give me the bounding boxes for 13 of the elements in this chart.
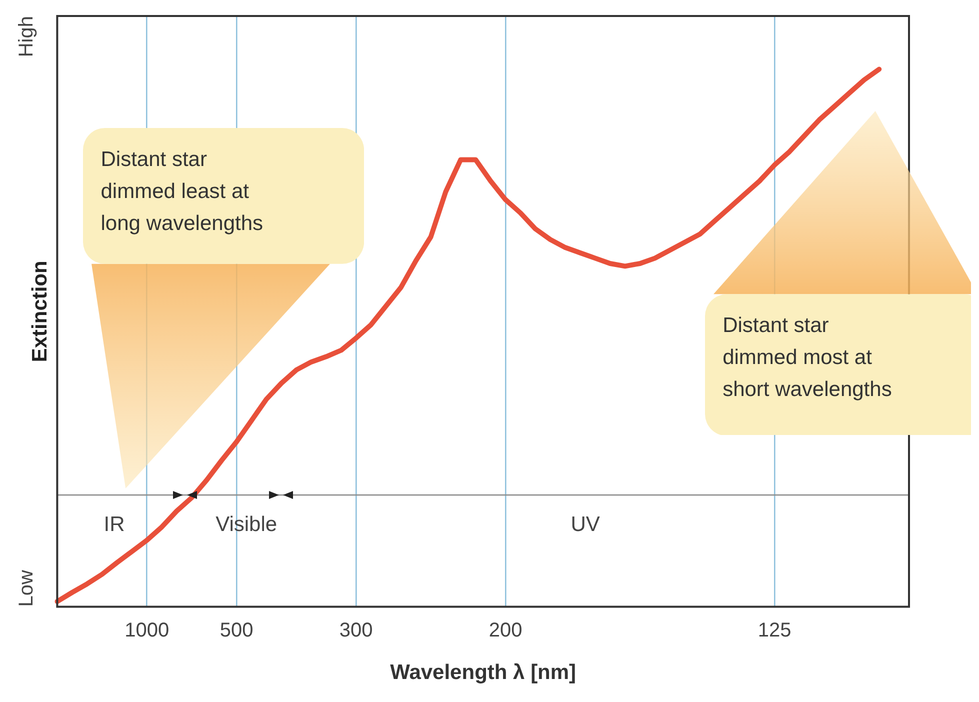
x-tick-label: 1000 (124, 619, 170, 642)
text: High (16, 16, 38, 58)
text: Low (16, 570, 38, 607)
x-tick-label: 500 (220, 619, 254, 642)
x-axis-title: Wavelength λ [nm] (390, 661, 576, 684)
y-axis-title: Extinction (28, 260, 52, 362)
x-tick-label: 125 (758, 619, 792, 642)
x-tick-label: 300 (339, 619, 373, 642)
annotation: Distant star dimmed most at short wavelengths (722, 312, 892, 403)
annotation: UV (570, 512, 600, 536)
annotation: Distant star dimmed least at long wavelengths (100, 147, 264, 238)
annotation: IR (104, 512, 125, 536)
x-tick-label: 200 (488, 619, 522, 642)
